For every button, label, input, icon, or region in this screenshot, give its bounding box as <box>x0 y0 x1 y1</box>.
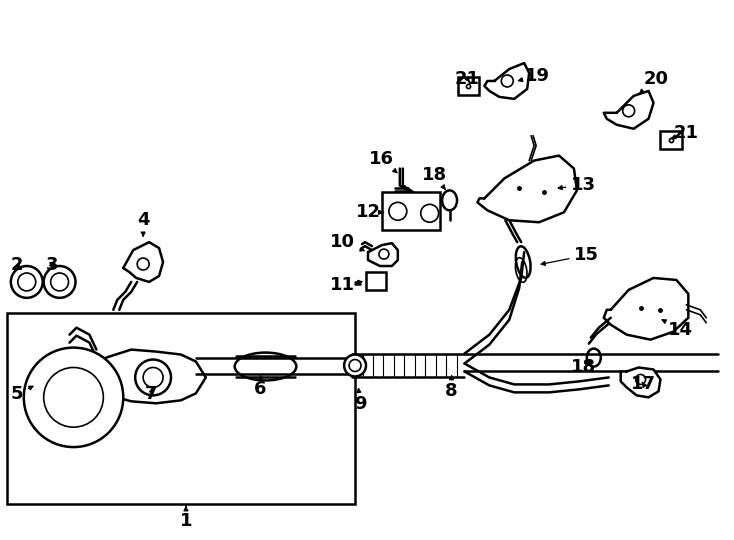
Text: 18: 18 <box>422 166 447 190</box>
Text: 20: 20 <box>640 70 669 93</box>
Text: 13: 13 <box>558 177 597 194</box>
Text: 5: 5 <box>10 386 33 403</box>
Text: 15: 15 <box>541 246 600 265</box>
Text: 11: 11 <box>330 276 362 294</box>
Bar <box>457 77 479 95</box>
Text: 9: 9 <box>354 389 366 413</box>
Bar <box>7 313 355 504</box>
Polygon shape <box>90 349 206 403</box>
Polygon shape <box>368 243 398 266</box>
Circle shape <box>344 355 366 376</box>
Text: 2: 2 <box>10 256 23 274</box>
Polygon shape <box>484 63 529 99</box>
Text: 12: 12 <box>355 203 383 221</box>
Text: 18: 18 <box>571 359 597 376</box>
Polygon shape <box>123 242 163 282</box>
Text: 21: 21 <box>455 70 480 88</box>
Polygon shape <box>604 278 688 340</box>
Text: 16: 16 <box>369 150 397 173</box>
Polygon shape <box>604 91 653 129</box>
Text: 6: 6 <box>254 375 266 399</box>
Circle shape <box>135 360 171 395</box>
Polygon shape <box>477 156 577 222</box>
Text: 14: 14 <box>662 320 693 339</box>
Text: 1: 1 <box>180 506 192 530</box>
Circle shape <box>43 266 76 298</box>
Text: 17: 17 <box>631 375 656 394</box>
Circle shape <box>11 266 43 298</box>
Polygon shape <box>621 368 661 397</box>
Text: 21: 21 <box>671 124 699 141</box>
Text: 10: 10 <box>330 233 364 251</box>
Circle shape <box>23 348 123 447</box>
Text: 4: 4 <box>137 211 150 236</box>
Bar <box>382 192 440 230</box>
Text: 8: 8 <box>446 376 458 400</box>
Text: 7: 7 <box>145 386 157 403</box>
Bar <box>661 131 683 149</box>
Text: 3: 3 <box>46 256 58 274</box>
Text: 19: 19 <box>518 67 550 85</box>
Bar <box>366 272 386 290</box>
